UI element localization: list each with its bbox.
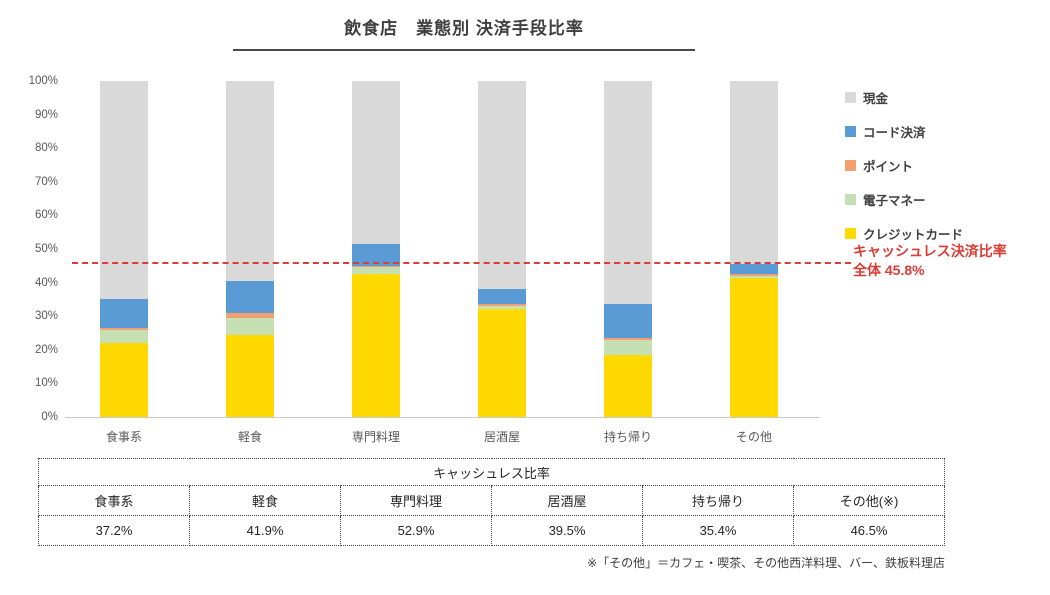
x-axis-label: 持ち帰り [603, 430, 652, 444]
stacked-bar-1 [100, 81, 148, 417]
bar-segment [352, 243, 400, 266]
bar-segment [478, 306, 526, 310]
legend-label: クレジットカード [863, 228, 964, 242]
table-category-cell: 持ち帰り [642, 485, 794, 516]
bar-segment [730, 264, 778, 275]
table-category-cell: 居酒屋 [491, 485, 643, 516]
table-category-cell: 専門料理 [340, 485, 492, 516]
x-axis-label: その他 [735, 430, 772, 444]
y-tick-label: 40% [34, 276, 58, 289]
bar-segment [226, 280, 274, 313]
legend-item: コード決済 [845, 122, 963, 141]
legend-swatch-icon [845, 92, 856, 103]
annotation-line1: キャッシュレス決済比率 [853, 243, 1007, 259]
bar-segment [226, 312, 274, 318]
table-value-cell: 39.5% [491, 515, 643, 546]
table-category-cell: 食事系 [38, 485, 190, 516]
legend-label: ポイント [863, 160, 914, 174]
bar-segment [100, 327, 148, 330]
bar-segment [100, 343, 148, 417]
bar-segment [226, 334, 274, 417]
legend-label: 電子マネー [863, 194, 926, 208]
bar-segment [604, 339, 652, 355]
bar-segment [352, 265, 400, 268]
bar-segment [478, 309, 526, 417]
bar-segment [100, 81, 148, 300]
y-tick-label: 80% [34, 142, 58, 155]
legend-swatch-icon [845, 194, 856, 205]
x-axis-line [65, 417, 820, 418]
x-axis-label: 軽食 [237, 430, 262, 444]
y-tick-label: 60% [34, 209, 58, 222]
bar-segment [226, 317, 274, 335]
y-tick-label: 50% [34, 243, 58, 255]
bar-segment [478, 304, 526, 307]
y-tick-label: 90% [34, 108, 58, 121]
bar-segment [604, 304, 652, 339]
bar-segment [352, 274, 400, 417]
stacked-bar-6 [730, 81, 778, 417]
legend-item: ポイント [845, 156, 963, 175]
legend-item: 現金 [845, 88, 963, 107]
bar-segment [604, 354, 652, 417]
table-category-cell: その他(※) [793, 485, 945, 516]
bar-segment [226, 81, 274, 281]
legend: 現金コード決済ポイント電子マネークレジットカード [845, 88, 963, 258]
bar-segment [730, 81, 778, 265]
y-tick-label: 100% [28, 75, 58, 87]
legend-swatch-icon [845, 160, 856, 171]
chart-title: 飲食店 業態別 決済手段比率 [344, 19, 584, 38]
bar-segment [730, 274, 778, 276]
stacked-bar-4 [478, 81, 526, 417]
bar-segment [478, 81, 526, 290]
legend-swatch-icon [845, 126, 856, 137]
bar-segment [352, 81, 400, 244]
bar-segment [352, 267, 400, 275]
bar-segment [730, 277, 778, 417]
x-axis-label: 居酒屋 [483, 430, 520, 444]
y-tick-label: 0% [41, 411, 58, 423]
legend-label: 現金 [863, 92, 889, 106]
plot-area [65, 81, 820, 417]
x-axis-label: 食事系 [105, 430, 142, 444]
y-tick-label: 10% [34, 377, 58, 390]
legend-label: コード決済 [863, 126, 926, 140]
stacked-bar-5 [604, 81, 652, 417]
table-value-cell: 37.2% [38, 515, 190, 546]
stacked-bar-2 [226, 81, 274, 417]
cashless-reference-line [72, 262, 851, 265]
cashless-ratio-table: キャッシュレス比率 食事系 軽食 専門料理 居酒屋 持ち帰り その他(※) 37.2% 41… [38, 458, 945, 546]
legend-item: クレジットカード [845, 224, 963, 243]
y-tick-label: 20% [34, 343, 58, 356]
y-tick-label: 70% [34, 175, 58, 188]
table-title: キャッシュレス比率 [38, 458, 945, 486]
legend-swatch-icon [845, 228, 856, 239]
y-tick-label: 30% [34, 310, 58, 323]
bar-segment [604, 338, 652, 340]
table-value-cell: 35.4% [642, 515, 794, 546]
annotation-line2: 全体 45.8% [853, 262, 925, 278]
stacked-bar-3 [352, 81, 400, 417]
bar-segment [604, 81, 652, 305]
bar-segment [100, 299, 148, 328]
table-category-cell: 軽食 [189, 485, 341, 516]
x-axis-label: 専門料理 [351, 430, 400, 444]
cashless-annotation: キャッシュレス決済比率 全体 45.8% [853, 242, 1007, 280]
table-value-cell: 46.5% [793, 515, 945, 546]
footnote: ※「その他」＝カフェ・喫茶、その他西洋料理、バー、鉄板料理店 [587, 556, 945, 570]
table-value-cell: 41.9% [189, 515, 341, 546]
chart-title-block: 飲食店 業態別 決済手段比率 [233, 14, 695, 51]
bar-segment [100, 329, 148, 344]
bar-segment [730, 275, 778, 278]
legend-item: 電子マネー [845, 190, 963, 209]
table-value-cell: 52.9% [340, 515, 492, 546]
bar-segment [478, 289, 526, 305]
